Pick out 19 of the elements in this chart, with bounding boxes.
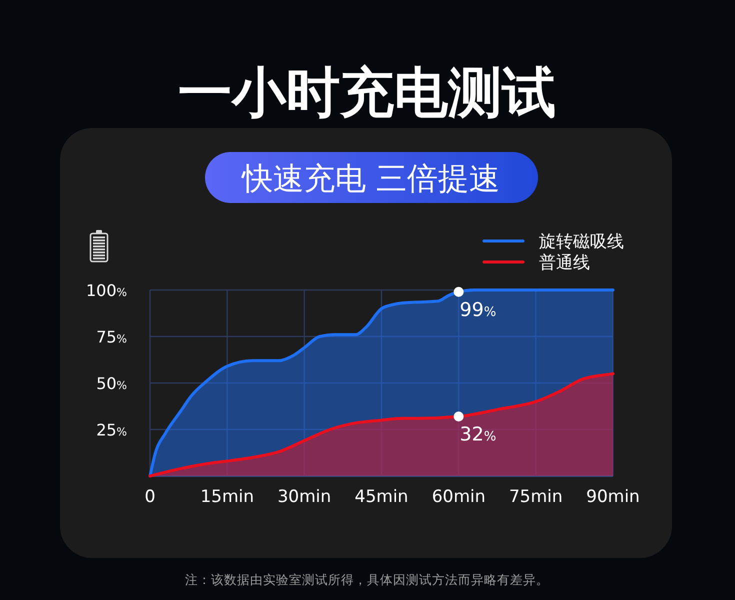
title: 一小时充电测试 <box>178 61 556 124</box>
y-tick-label: 75% <box>96 328 127 346</box>
y-tick-label: 100% <box>86 281 127 300</box>
data-label: 32% <box>460 423 496 446</box>
chart-subtitle: 快速充电 三倍提速 <box>241 161 500 197</box>
y-tick-label: 50% <box>96 374 127 393</box>
x-tick-label: 90min <box>586 487 640 507</box>
x-tick-label: 15min <box>200 487 254 507</box>
x-tick-label: 45min <box>354 487 408 507</box>
x-tick-label: 60min <box>432 487 486 507</box>
text: 注：该数据由实验室测试所得，具体因测试方法而异略有差异。 <box>185 572 549 587</box>
x-tick-label: 75min <box>508 487 563 507</box>
y-tick-label: 25% <box>96 420 127 440</box>
x-tick-label: 30min <box>277 487 332 507</box>
subtitle: 快速充电 三倍提速 <box>205 152 538 203</box>
x-tick-label: 0 <box>144 487 156 507</box>
legend-label: 普通线 <box>539 253 590 273</box>
data-label: 99% <box>460 298 496 321</box>
legend-label: 旋转磁吸线 <box>539 232 624 252</box>
